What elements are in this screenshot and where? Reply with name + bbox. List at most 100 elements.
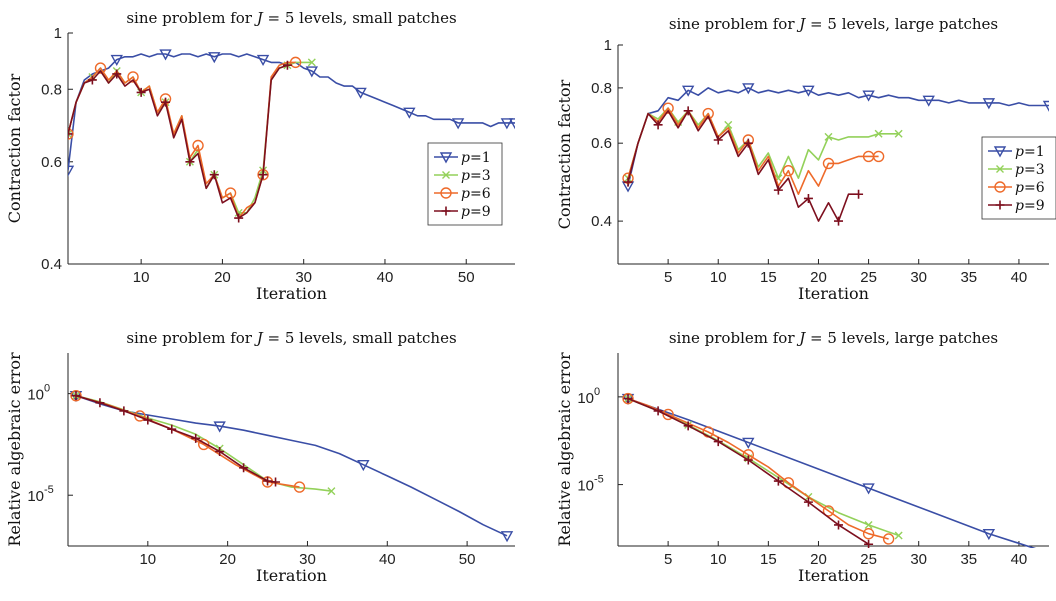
y-tick-label: 10 — [577, 390, 594, 407]
data-point-marker — [662, 408, 674, 421]
x-axis-label: Iteration — [798, 284, 869, 303]
legend-label: p=9 — [1015, 198, 1045, 214]
series-line — [627, 87, 1049, 187]
chart-title-suffix: = 5 levels, small patches — [263, 9, 457, 27]
data-point-marker — [68, 129, 73, 139]
legend-label-variable: p — [461, 168, 470, 184]
data-point-marker — [862, 483, 875, 495]
legend: p=1p=3p=6p=9 — [981, 136, 1056, 220]
data-point-marker — [192, 139, 204, 152]
data-point-marker — [159, 49, 172, 61]
chart-title-suffix: = 5 levels, large patches — [805, 15, 998, 33]
y-tick-label: 1 — [54, 25, 62, 42]
data-point-marker — [71, 391, 81, 401]
legend-label-variable: p — [461, 150, 470, 166]
data-point-marker — [307, 58, 316, 67]
data-point-marker — [653, 120, 663, 130]
series-line — [627, 397, 1037, 548]
data-point-marker — [1042, 100, 1049, 112]
legend-label: p=6 — [461, 186, 491, 202]
data-point-marker — [167, 424, 177, 434]
series-p=3 — [68, 58, 316, 217]
legend-label-value: =1 — [1024, 144, 1045, 160]
y-axis-label: Contraction factor — [555, 79, 574, 229]
y-tick-label: 0.8 — [41, 81, 62, 98]
legend-marker — [995, 200, 1005, 210]
data-point-marker — [874, 129, 883, 138]
data-point-marker — [862, 528, 875, 540]
data-point-marker — [256, 54, 270, 67]
data-point-marker — [95, 398, 105, 408]
legend-item: p=6 — [988, 180, 1045, 196]
x-tick-label: 20 — [214, 269, 231, 286]
x-tick-label: 20 — [219, 551, 236, 568]
x-tick-label: 10 — [139, 551, 156, 568]
data-point-marker — [864, 520, 873, 529]
data-point-marker — [623, 394, 633, 404]
x-tick-label: 10 — [710, 551, 727, 568]
data-point-marker — [982, 98, 996, 110]
data-point-marker — [68, 128, 74, 140]
data-point-marker — [894, 531, 903, 540]
data-point-marker — [724, 120, 733, 129]
data-point-marker — [803, 193, 813, 203]
x-axis-label: Iteration — [256, 284, 327, 303]
chart-title-suffix: = 5 levels, small patches — [263, 329, 457, 347]
x-tick-label: 10 — [133, 269, 150, 286]
x-tick-label: 30 — [910, 269, 927, 286]
y-tick-label: 0.6 — [591, 135, 612, 152]
data-point-marker — [662, 102, 674, 114]
data-point-marker — [271, 477, 281, 487]
data-point-marker — [683, 421, 693, 431]
data-point-marker — [143, 415, 153, 425]
legend-item: p=3 — [434, 168, 491, 184]
y-tick-exponent: -5 — [594, 474, 604, 486]
series-p=1 — [621, 393, 1037, 548]
legend-label: p=6 — [1015, 180, 1045, 196]
x-tick-label: 20 — [810, 269, 827, 286]
y-axis-label: Contraction factor — [5, 73, 24, 223]
legend-label: p=1 — [461, 150, 491, 166]
x-tick-label: 35 — [960, 551, 977, 568]
x-tick-label: 50 — [459, 551, 476, 568]
data-point-marker — [982, 529, 996, 541]
series-p=1 — [69, 390, 514, 543]
y-tick-label: 10 — [27, 488, 44, 505]
data-point-marker — [289, 56, 302, 69]
chart-title-variable: J — [796, 15, 806, 33]
x-axis-label: Iteration — [798, 566, 869, 585]
legend-label-value: =3 — [470, 168, 491, 184]
series-p=9 — [623, 394, 874, 548]
y-tick-label: 1 — [604, 37, 612, 54]
legend: p=1p=3p=6p=9 — [427, 142, 503, 226]
legend-item: p=1 — [434, 150, 491, 166]
legend-marker — [993, 146, 1007, 158]
chart-title-suffix: = 5 levels, large patches — [805, 329, 998, 347]
data-point-marker — [683, 106, 693, 116]
data-point-marker — [872, 150, 885, 163]
legend-item: p=9 — [988, 198, 1045, 214]
series-p=6 — [622, 392, 895, 545]
chart-title-prefix: sine problem for — [669, 329, 799, 347]
series-line — [75, 394, 508, 537]
data-point-marker — [834, 216, 844, 226]
legend-label-value: =3 — [1024, 162, 1045, 178]
data-point-marker — [127, 71, 139, 83]
data-point-marker — [185, 157, 195, 167]
y-axis-label: Relative algebraic error — [5, 352, 24, 547]
legend-label-value: =9 — [1024, 198, 1045, 214]
data-point-marker — [713, 437, 723, 447]
data-point-marker — [239, 463, 249, 473]
chart-panel-1: 10 20 30 40 50 0.4 0.6 0.8 1 sine problem for J =… — [5, 9, 515, 303]
data-point-marker — [191, 433, 201, 443]
y-tick-exponent: -5 — [44, 484, 54, 496]
x-tick-label: 25 — [860, 269, 877, 286]
data-point-marker — [68, 129, 72, 138]
x-tick-label: 50 — [458, 269, 475, 286]
data-point-marker — [864, 539, 874, 548]
chart-title: sine problem for J = 5 levels, small pat… — [126, 9, 456, 27]
data-point-marker — [403, 107, 416, 119]
legend-label: p=9 — [461, 204, 491, 220]
chart-title-variable: J — [254, 329, 264, 347]
